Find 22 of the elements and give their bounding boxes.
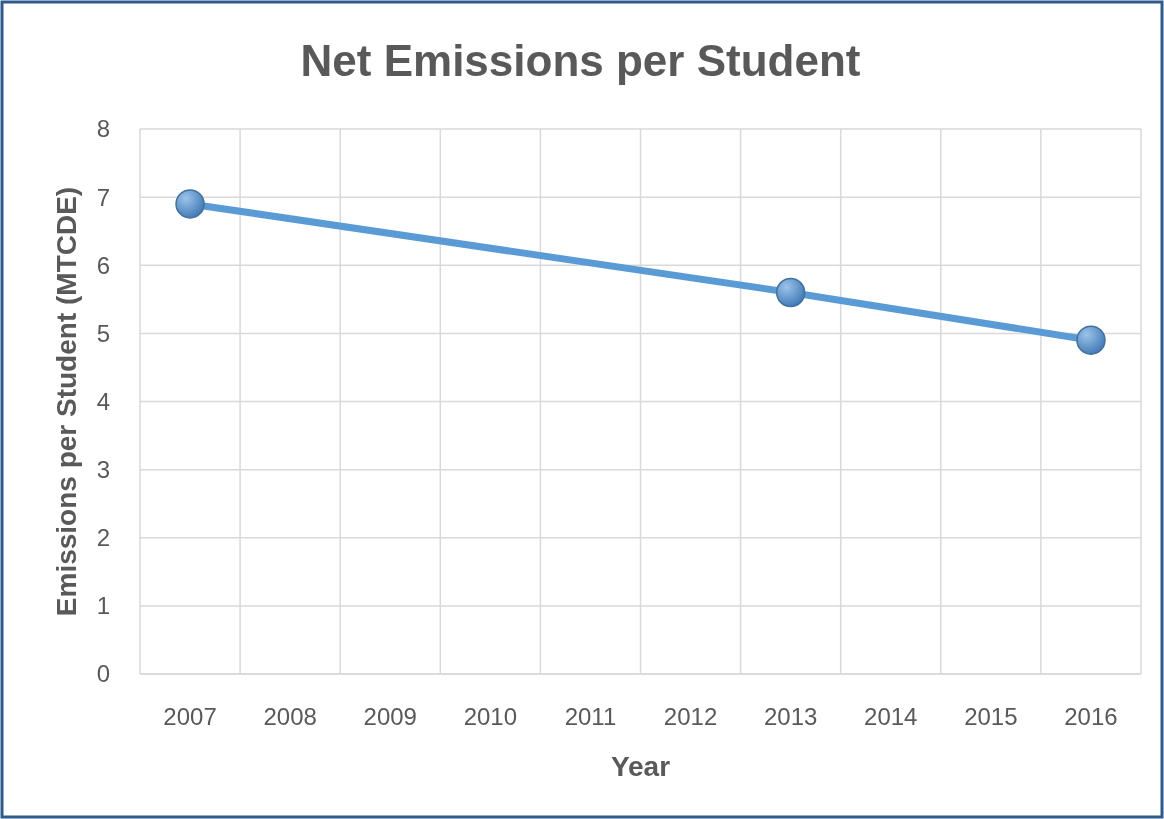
y-axis-title: Emissions per Student (MTCDE) bbox=[51, 186, 82, 617]
chart-title: Net Emissions per Student bbox=[300, 36, 861, 85]
y-tick-label: 7 bbox=[96, 183, 110, 211]
x-tick-label: 2007 bbox=[163, 703, 217, 730]
x-tick-label: 2013 bbox=[763, 703, 818, 730]
x-tick-label: 2008 bbox=[263, 703, 317, 730]
y-tick-label: 4 bbox=[96, 387, 110, 415]
y-tick-label: 3 bbox=[96, 456, 110, 484]
x-tick-label: 2011 bbox=[564, 703, 617, 730]
x-tick-label: 2014 bbox=[864, 703, 918, 730]
x-tick-label: 2012 bbox=[663, 703, 718, 730]
y-tick-label: 1 bbox=[96, 592, 110, 620]
x-tick-label: 2010 bbox=[463, 703, 518, 730]
x-tick-label: 2016 bbox=[1064, 703, 1118, 730]
x-axis-title: Year bbox=[610, 751, 671, 782]
x-tick-label: 2009 bbox=[363, 703, 417, 730]
y-tick-label: 8 bbox=[96, 115, 110, 143]
y-tick-label: 0 bbox=[96, 660, 110, 688]
y-tick-label: 5 bbox=[96, 319, 110, 347]
x-tick-label: 2015 bbox=[964, 703, 1018, 730]
y-tick-label: 2 bbox=[96, 524, 110, 552]
y-tick-label: 6 bbox=[96, 251, 110, 279]
